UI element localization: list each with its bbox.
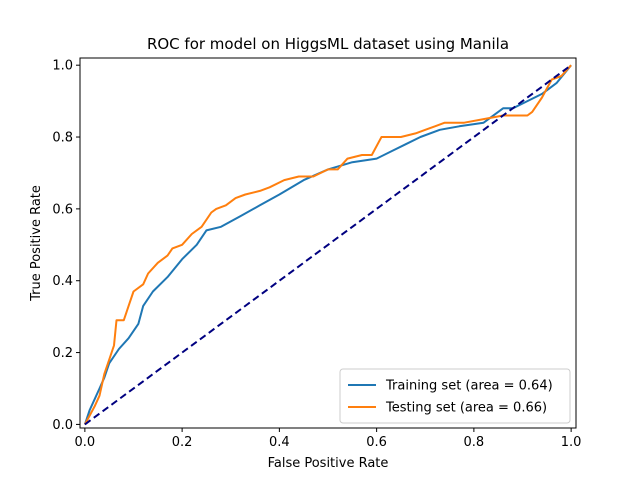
- y-tick-label: 1.0: [52, 59, 73, 74]
- x-tick-label: 1.0: [561, 435, 582, 450]
- plot-frame: [79, 57, 577, 429]
- y-tick-label: 0.8: [52, 131, 73, 146]
- chance-diagonal-line: [84, 64, 572, 426]
- y-axis-label: True Positive Rate: [29, 185, 44, 302]
- x-axis-label: False Positive Rate: [268, 456, 389, 471]
- plot-content: [83, 64, 572, 426]
- testing-roc-line: [84, 64, 572, 425]
- legend-box: [339, 368, 571, 424]
- plot-area: [80, 58, 576, 428]
- y-axis-ticks: 0.0 0.2 0.4 0.6 0.8 1.0: [52, 59, 80, 433]
- x-tick-label: 0.2: [172, 435, 193, 450]
- legend: Training set (area = 0.64) Testing set (a…: [339, 368, 571, 424]
- x-tick-label: 0.6: [366, 435, 387, 450]
- legend-label: Testing set (area = 0.66): [385, 401, 547, 416]
- x-tick-label: 0.0: [75, 435, 96, 450]
- y-tick-label: 0.6: [52, 202, 73, 217]
- y-tick-label: 0.4: [52, 274, 73, 289]
- x-tick-label: 0.8: [464, 435, 485, 450]
- y-tick-label: 0.0: [52, 418, 73, 433]
- x-tick-label: 0.4: [269, 435, 290, 450]
- legend-label: Training set (area = 0.64): [385, 379, 553, 394]
- x-axis-ticks: 0.0 0.2 0.4 0.6 0.8 1.0: [75, 428, 582, 450]
- y-tick-label: 0.2: [52, 346, 73, 361]
- chart-title: ROC for model on HiggsML dataset using M…: [147, 35, 509, 53]
